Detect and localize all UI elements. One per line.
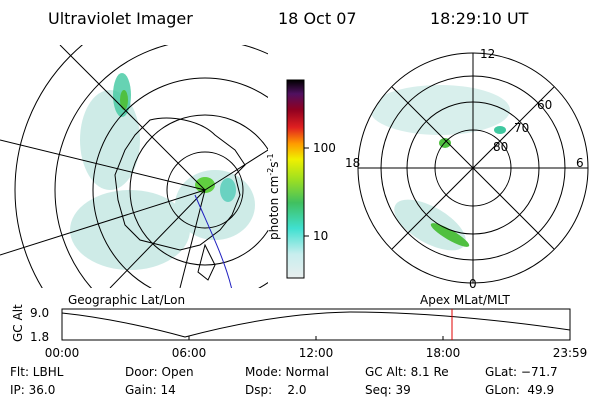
mlt-label: 6 bbox=[576, 156, 584, 170]
left-title: Geographic Lat/Lon bbox=[68, 293, 185, 307]
info-field: Flt: LBHL bbox=[10, 365, 64, 379]
info-field: Seq: 39 bbox=[365, 383, 411, 397]
exponent: -1 bbox=[266, 153, 275, 161]
unit: s bbox=[267, 161, 281, 167]
mlt-label: 0 bbox=[469, 277, 477, 291]
info-field: GLat: −71.7 bbox=[485, 365, 558, 379]
info-field: IP: 36.0 bbox=[10, 383, 55, 397]
right-title: Apex MLat/MLT bbox=[420, 293, 510, 307]
colorbar-tick: 100 bbox=[313, 141, 336, 155]
mlat-label: 70 bbox=[514, 121, 529, 135]
colorbar-tick: 10 bbox=[313, 229, 328, 243]
time-label: 23:59 bbox=[553, 346, 588, 360]
unit: photon cm bbox=[267, 176, 281, 240]
time: 18:29:10 UT bbox=[430, 9, 529, 28]
info-field: GC Alt: 8.1 Re bbox=[365, 365, 449, 379]
y-label: 9.0 bbox=[30, 306, 49, 320]
altitude-curve bbox=[61, 311, 571, 338]
time-label: 06:00 bbox=[172, 346, 207, 360]
time-label: 18:00 bbox=[426, 346, 461, 360]
colorbar-label: photon cm-2s-1 bbox=[266, 153, 281, 240]
info-field: Door: Open bbox=[125, 365, 194, 379]
date: 18 Oct 07 bbox=[278, 9, 357, 28]
time-label: 12:00 bbox=[299, 346, 334, 360]
info-field: Mode: Normal bbox=[245, 365, 329, 379]
info-field: Dsp: 2.0 bbox=[245, 383, 307, 397]
geographic-map bbox=[0, 45, 268, 288]
info-field: Gain: 14 bbox=[125, 383, 176, 397]
mlat-label: 60 bbox=[537, 98, 552, 112]
polar-map: 12 18 6 0 60 70 80 bbox=[345, 47, 589, 291]
instrument: Ultraviolet Imager bbox=[48, 9, 193, 28]
info-field: GLon: 49.9 bbox=[485, 383, 554, 397]
colorbar bbox=[286, 79, 305, 279]
mlt-label: 12 bbox=[480, 47, 495, 61]
exponent: -2 bbox=[266, 168, 275, 176]
time-label: 00:00 bbox=[45, 346, 80, 360]
y-label: 1.8 bbox=[30, 330, 49, 344]
axis-label: GC Alt bbox=[11, 304, 25, 342]
mlt-label: 18 bbox=[345, 156, 360, 170]
mlat-label: 80 bbox=[493, 140, 508, 154]
